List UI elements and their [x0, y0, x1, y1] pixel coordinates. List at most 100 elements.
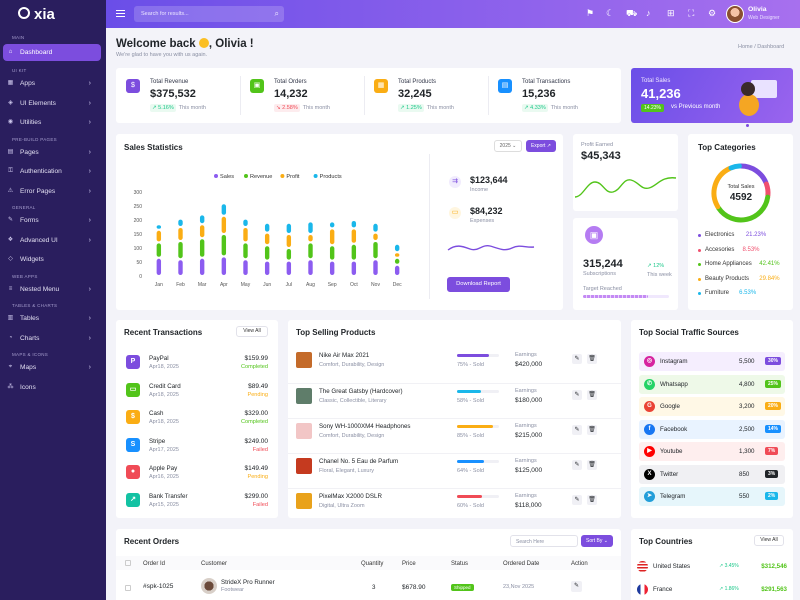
edit-icon[interactable]: ✎: [572, 460, 582, 470]
payment-icon: ↗: [126, 492, 140, 507]
sidebar-item-apps[interactable]: ▦ Apps ›: [0, 74, 106, 94]
user-name[interactable]: Olivia: [748, 6, 767, 13]
download-report-button[interactable]: Download Report: [447, 277, 510, 292]
product-name[interactable]: Sony WH-1000XM4 Headphones: [319, 423, 411, 430]
country-row[interactable]: United States ↗ 3.45% $312,546: [637, 558, 787, 576]
trash-icon[interactable]: 🗑: [587, 460, 597, 470]
transaction-name: Cash: [149, 410, 164, 417]
edit-icon[interactable]: ✎: [572, 495, 582, 505]
apps-grid-icon[interactable]: ⊞: [667, 8, 675, 18]
social-row[interactable]: ◎ Instagram 5,500 30%: [639, 352, 785, 371]
sidebar-item-icons[interactable]: ⁂ Icons: [0, 378, 106, 398]
bell-icon[interactable]: ♪: [646, 8, 651, 18]
edit-icon[interactable]: ✎: [572, 425, 582, 435]
select-all-checkbox[interactable]: [125, 560, 131, 566]
country-row[interactable]: France ↗ 1.86% $291,563: [637, 581, 787, 599]
row-checkbox[interactable]: [125, 585, 131, 591]
trash-icon[interactable]: 🗑: [587, 495, 597, 505]
flag-icon[interactable]: ⚑: [586, 8, 595, 18]
sidebar-item-nested-menu[interactable]: ≡ Nested Menu ›: [0, 280, 106, 300]
sidebar-item-utilities[interactable]: ◉ Utilities ›: [0, 113, 106, 133]
product-row[interactable]: Chanel No. 5 Eau de Parfum Floral, Elegan…: [288, 453, 621, 485]
page-title: Welcome back , Olivia !: [116, 38, 254, 50]
product-row[interactable]: Sony WH-1000XM4 Headphones Comfort, Durab…: [288, 418, 621, 450]
y-tick-label: 250: [134, 204, 143, 210]
bar-segment: [156, 225, 162, 229]
social-pct-badge: 7%: [765, 447, 779, 455]
search-input[interactable]: Search for results... ⌕: [134, 6, 284, 22]
view-all-button[interactable]: View All: [236, 326, 268, 337]
sidebar-item-maps[interactable]: ⌖ Maps ›: [0, 358, 106, 378]
product-name[interactable]: Chanel No. 5 Eau de Parfum: [319, 458, 399, 465]
settings-icon[interactable]: ⚙: [708, 8, 717, 18]
export-button[interactable]: Export ↗: [526, 140, 556, 152]
hamburger-icon[interactable]: [116, 10, 125, 17]
column-header: Status: [451, 561, 469, 567]
view-all-button[interactable]: View All: [754, 535, 784, 546]
carousel-dot[interactable]: [746, 124, 749, 127]
sold-pct: 60% - Sold: [457, 503, 484, 509]
earnings-label: Earnings: [515, 352, 537, 358]
brand-logo[interactable]: xia: [0, 0, 106, 28]
product-row[interactable]: PixelMax X2000 DSLR Digital, Ultra Zoom 60…: [288, 488, 621, 520]
bar-segment: [221, 204, 227, 215]
category-pct: 42.41%: [759, 261, 780, 267]
sidebar-item-ui-elements[interactable]: ◈ UI Elements ›: [0, 94, 106, 114]
transaction-row[interactable]: $ Cash Apr18, 2025 $329.00 Completed: [116, 408, 278, 432]
sidebar-item-charts[interactable]: ◔ Charts ›: [0, 329, 106, 349]
transaction-row[interactable]: ↗ Bank Transfer Apr15, 2025 $299.00 Failed: [116, 491, 278, 515]
trash-icon[interactable]: 🗑: [587, 390, 597, 400]
stat-icon: ▤: [498, 79, 512, 93]
social-value: 1,300: [739, 448, 755, 455]
section-label-web: WEB APPS: [12, 273, 38, 279]
edit-icon[interactable]: ✎: [571, 581, 582, 592]
transaction-row[interactable]: P PayPal Apr18, 2025 $159.99 Completed: [116, 353, 278, 377]
sort-by-button[interactable]: Sort By ⌄: [581, 535, 613, 547]
sidebar-item-pages[interactable]: ▤ Pages ›: [0, 143, 106, 163]
avatar[interactable]: [726, 5, 744, 23]
sidebar-item-advanced-ui[interactable]: ❖ Advanced UI ›: [0, 231, 106, 251]
year-select[interactable]: 2025 ⌄: [494, 140, 522, 152]
order-quantity: 3: [372, 584, 376, 591]
moon-icon[interactable]: ☾: [606, 8, 615, 18]
sidebar-item-widgets[interactable]: ◇ Widgets: [0, 250, 106, 270]
trash-icon[interactable]: 🗑: [587, 425, 597, 435]
product-name[interactable]: PixelMax X2000 DSLR: [319, 493, 382, 500]
product-name[interactable]: Nike Air Max 2021: [319, 352, 370, 359]
logo-icon: [18, 7, 30, 19]
social-row[interactable]: f Facebook 2,500 14%: [639, 419, 785, 439]
card-title: Sales Statistics: [124, 143, 183, 152]
column-header: Ordered Date: [503, 561, 540, 567]
total-sales-badge: 14.23%: [641, 104, 664, 112]
social-row[interactable]: G Google 3,200 20%: [639, 397, 785, 416]
sidebar-item-error-pages[interactable]: ⚠ Error Pages ›: [0, 182, 106, 202]
transaction-row[interactable]: ● Apple Pay Apr16, 2025 $149.49 Pending: [116, 463, 278, 487]
brand-name: xia: [34, 5, 55, 23]
social-row[interactable]: X Twitter 850 3%: [639, 464, 785, 484]
bar-segment: [156, 258, 162, 275]
product-name[interactable]: StrideX Pro Runner: [221, 579, 275, 586]
sidebar-item-tables[interactable]: ▥ Tables ›: [0, 309, 106, 329]
divider: [488, 76, 489, 115]
fullscreen-icon[interactable]: ⛶: [688, 8, 695, 18]
change-pill: ↗ 1.25%: [398, 104, 424, 112]
trash-icon[interactable]: 🗑: [587, 354, 597, 364]
product-row[interactable]: The Great Gatsby (Hardcover) Classic, Col…: [288, 383, 621, 415]
product-row[interactable]: Nike Air Max 2021 Comfort, Durability, De…: [288, 348, 621, 380]
bar-segment: [373, 242, 378, 259]
social-row[interactable]: ➤ Telegram 550 2%: [639, 487, 785, 506]
transaction-row[interactable]: ▭ Credit Card Apr18, 2025 $89.49 Pending: [116, 381, 278, 405]
social-row[interactable]: ▶ Youtube 1,300 7%: [639, 442, 785, 461]
transaction-row[interactable]: S Stripe Apr17, 2025 $249.00 Failed: [116, 436, 278, 460]
sidebar-item-dashboard[interactable]: ⌂ Dashboard: [3, 44, 101, 61]
sidebar-item-forms[interactable]: ✎ Forms ›: [0, 211, 106, 231]
breadcrumb-home[interactable]: Home: [738, 44, 753, 50]
product-name[interactable]: The Great Gatsby (Hardcover): [319, 388, 403, 395]
social-row[interactable]: ✆ Whatsapp 4,800 25%: [639, 374, 785, 394]
bar-segment: [394, 253, 400, 257]
edit-icon[interactable]: ✎: [572, 354, 582, 364]
sidebar-item-authentication[interactable]: ⚿ Authentication ›: [0, 162, 106, 182]
cart-icon[interactable]: ⛟: [626, 8, 638, 18]
edit-icon[interactable]: ✎: [572, 390, 582, 400]
orders-search-input[interactable]: Search Here: [510, 535, 578, 547]
